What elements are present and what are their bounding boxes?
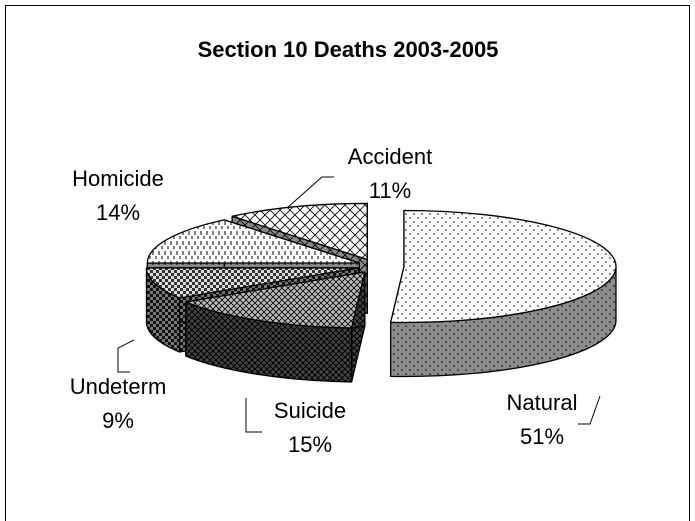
- slice-top: [390, 209, 617, 324]
- leader-line: [117, 339, 135, 373]
- slice-top: [185, 271, 366, 329]
- slice-label: Natural: [507, 390, 578, 415]
- slice: [390, 209, 617, 378]
- pie: [145, 202, 617, 383]
- slice-top: [145, 267, 360, 299]
- slice-top: [231, 202, 368, 261]
- value-label: 9%: [102, 408, 134, 433]
- value-label: 14%: [96, 200, 140, 225]
- slice-label: Undeterm: [70, 374, 167, 399]
- slice-label: Accident: [348, 144, 432, 169]
- slice: [185, 271, 366, 383]
- value-label: 15%: [288, 432, 332, 457]
- frame: [5, 5, 690, 521]
- value-label: 51%: [520, 424, 564, 449]
- leader-line: [245, 398, 262, 433]
- slice-top: [146, 219, 360, 264]
- leader-line: [286, 176, 334, 209]
- slice-label: Homicide: [72, 166, 164, 191]
- chart-title: Section 10 Deaths 2003-2005: [198, 37, 499, 62]
- slice-label: Suicide: [274, 398, 346, 423]
- leader-line: [578, 395, 601, 425]
- value-label: 11%: [369, 178, 411, 203]
